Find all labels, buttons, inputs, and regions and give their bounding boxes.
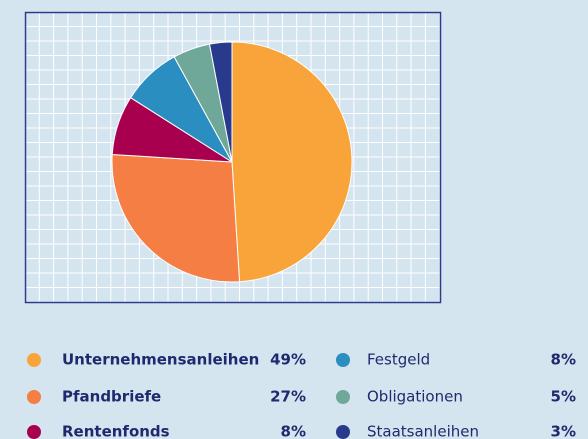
value-label: 3% <box>551 423 576 439</box>
legend-label: Obligationen <box>367 388 463 406</box>
legend-label: Staatsanleihen <box>367 423 479 439</box>
legend-label: Pfandbriefe <box>62 388 161 406</box>
value-label: 49% <box>270 351 306 369</box>
value-label: 5% <box>551 388 576 406</box>
legend-label: Rentenfonds <box>62 423 170 439</box>
legend-marker <box>336 425 350 439</box>
legend-marker <box>336 390 350 404</box>
value-label: 8% <box>281 423 306 439</box>
legend-label: Unternehmensanleihen <box>62 351 259 369</box>
pie-slice <box>111 153 241 283</box>
pie-slice <box>208 41 233 163</box>
legend-label: Festgeld <box>367 351 430 369</box>
legend-marker <box>27 353 41 367</box>
value-label: 8% <box>551 351 576 369</box>
value-label: 27% <box>270 388 306 406</box>
legend-marker <box>27 425 41 439</box>
legend-marker <box>27 390 41 404</box>
plot-frame <box>24 11 442 304</box>
legend-marker <box>336 353 350 367</box>
pie-slice <box>231 41 353 283</box>
